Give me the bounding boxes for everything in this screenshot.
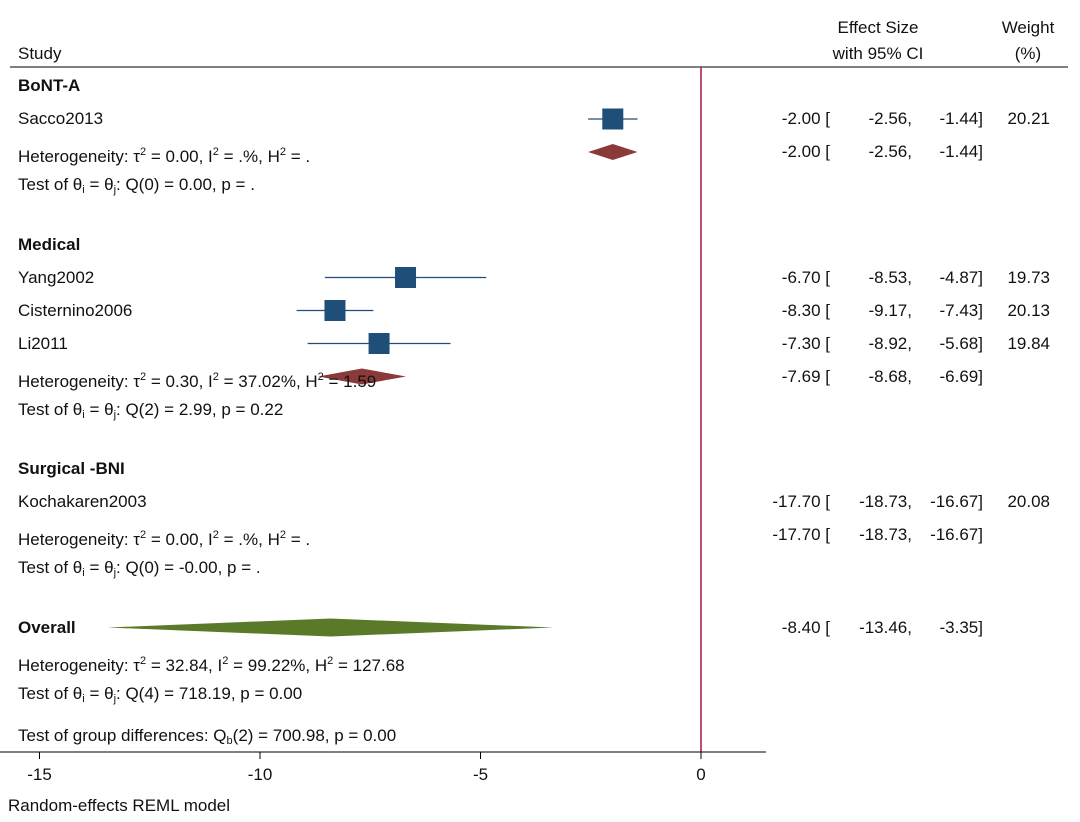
subgroup-2-summary-ci-upper: -6.69]: [939, 366, 983, 386]
subgroup-1-study-1-weight: 20.21: [1007, 109, 1050, 128]
overall-homogeneity-test: Test of θi = θj: Q(4) = 718.19, p = 0.00: [18, 683, 303, 705]
subgroup-1-summary-ci-lower: -2.56,: [868, 142, 912, 161]
subgroup-1-summary-ci-upper: -1.44]: [939, 142, 983, 161]
subgroup-2-study-2-marker: [324, 300, 346, 321]
subgroup-2-study-1-weight: 19.73: [1007, 267, 1050, 287]
subgroup-2-title: Medical: [18, 234, 81, 254]
subgroup-3-summary-ci-upper: -16.67]: [930, 525, 983, 544]
subgroup-3-study-1-ci-lower: -18.73,: [859, 492, 912, 511]
x-tick-label-3: -10: [248, 765, 273, 784]
subgroup-2-summary-effect-size: -7.69 [: [781, 366, 830, 386]
overall-title: Overall: [18, 617, 76, 637]
subgroup-2-study-2-weight: 20.13: [1007, 300, 1050, 320]
overall-ci-upper: -3.35]: [939, 617, 983, 637]
model-footnote: Random-effects REML model: [8, 796, 231, 815]
subgroup-1-study-1-marker: [602, 108, 624, 130]
subgroup-3-heterogeneity: Heterogeneity: τ2 = 0.00, I2 = .%, H2 = …: [18, 529, 311, 549]
x-tick-label-5: 0: [696, 765, 705, 784]
subgroup-1-heterogeneity: Heterogeneity: τ2 = 0.00, I2 = .%, H2 = …: [18, 146, 311, 166]
subgroup-2-study-2-name: Cisternino2006: [18, 300, 133, 320]
subgroup-2-study-1-marker: [395, 267, 417, 288]
weight-header-line2: (%): [1014, 44, 1042, 63]
subgroup-2-study-3-ci-lower: -8.92,: [868, 333, 912, 353]
subgroup-2-study-3-weight: 19.84: [1007, 333, 1050, 353]
subgroup-2-study-2-ci-lower: -9.17,: [868, 300, 912, 320]
subgroup-2-study-1-name: Yang2002: [18, 267, 95, 287]
subgroup-3-study-1-ci-upper: -16.67]: [930, 492, 983, 511]
overall-diamond: [107, 618, 554, 637]
weight-header-line1: Weight: [1001, 18, 1055, 37]
subgroup-2-study-2-ci-upper: -7.43]: [939, 300, 983, 320]
subgroup-3-summary-effect-size: -17.70 [: [772, 525, 830, 544]
subgroup-2-study-1-effect-size: -6.70 [: [781, 267, 830, 287]
subgroup-3-study-1-weight: 20.08: [1007, 492, 1050, 511]
subgroup-2-summary-ci-lower: -8.68,: [868, 366, 912, 386]
subgroup-1-summary-effect-size: -2.00 [: [781, 142, 830, 161]
subgroup-2-study-3-marker: [368, 333, 390, 354]
subgroup-2-study-3-name: Li2011: [18, 333, 68, 353]
subgroup-3-title: Surgical -BNI: [18, 459, 125, 478]
subgroup-3-study-1-name: Kochakaren2003: [18, 492, 147, 511]
subgroup-2-study-1-ci-upper: -4.87]: [939, 267, 983, 287]
subgroup-1-homogeneity-test: Test of θi = θj: Q(0) = 0.00, p = .: [18, 175, 255, 196]
overall-ci-lower: -13.46,: [859, 617, 912, 637]
subgroup-1-study-1-effect-size: -2.00 [: [781, 109, 830, 128]
subgroup-1-summary-diamond: [588, 144, 638, 160]
overall-effect-size: -8.40 [: [781, 617, 830, 637]
x-tick-label-4: -5: [473, 765, 488, 784]
group-differences-test: Test of group differences: Qb(2) = 700.9…: [18, 725, 397, 747]
subgroup-2-heterogeneity: Heterogeneity: τ2 = 0.30, I2 = 37.02%, H…: [18, 370, 377, 391]
subgroup-2-study-2-effect-size: -8.30 [: [781, 300, 830, 320]
subgroup-2-study-3-effect-size: -7.30 [: [781, 333, 830, 353]
effect-size-header-line2: with 95% CI: [832, 44, 924, 63]
x-tick-label-2: -15: [27, 765, 52, 784]
overall-heterogeneity: Heterogeneity: τ2 = 32.84, I2 = 99.22%, …: [18, 654, 405, 675]
subgroup-1-study-1-ci-lower: -2.56,: [868, 109, 912, 128]
subgroup-1-study-1-ci-upper: -1.44]: [939, 109, 983, 128]
study-column-header: Study: [18, 44, 62, 63]
subgroup-2-summary-diamond: [318, 368, 406, 385]
subgroup-3-homogeneity-test: Test of θi = θj: Q(0) = -0.00, p = .: [18, 558, 261, 579]
subgroup-2-study-1-ci-lower: -8.53,: [868, 267, 912, 287]
subgroup-3-study-1-effect-size: -17.70 [: [772, 492, 830, 511]
subgroup-3-summary-ci-lower: -18.73,: [859, 525, 912, 544]
subgroup-2-study-3-ci-upper: -5.68]: [939, 333, 983, 353]
subgroup-1-title: BoNT-A: [18, 76, 81, 95]
subgroup-2-homogeneity-test: Test of θi = θj: Q(2) = 2.99, p = 0.22: [18, 399, 284, 421]
subgroup-1-study-1-name: Sacco2013: [18, 109, 104, 128]
effect-size-header-line1: Effect Size: [837, 18, 919, 37]
